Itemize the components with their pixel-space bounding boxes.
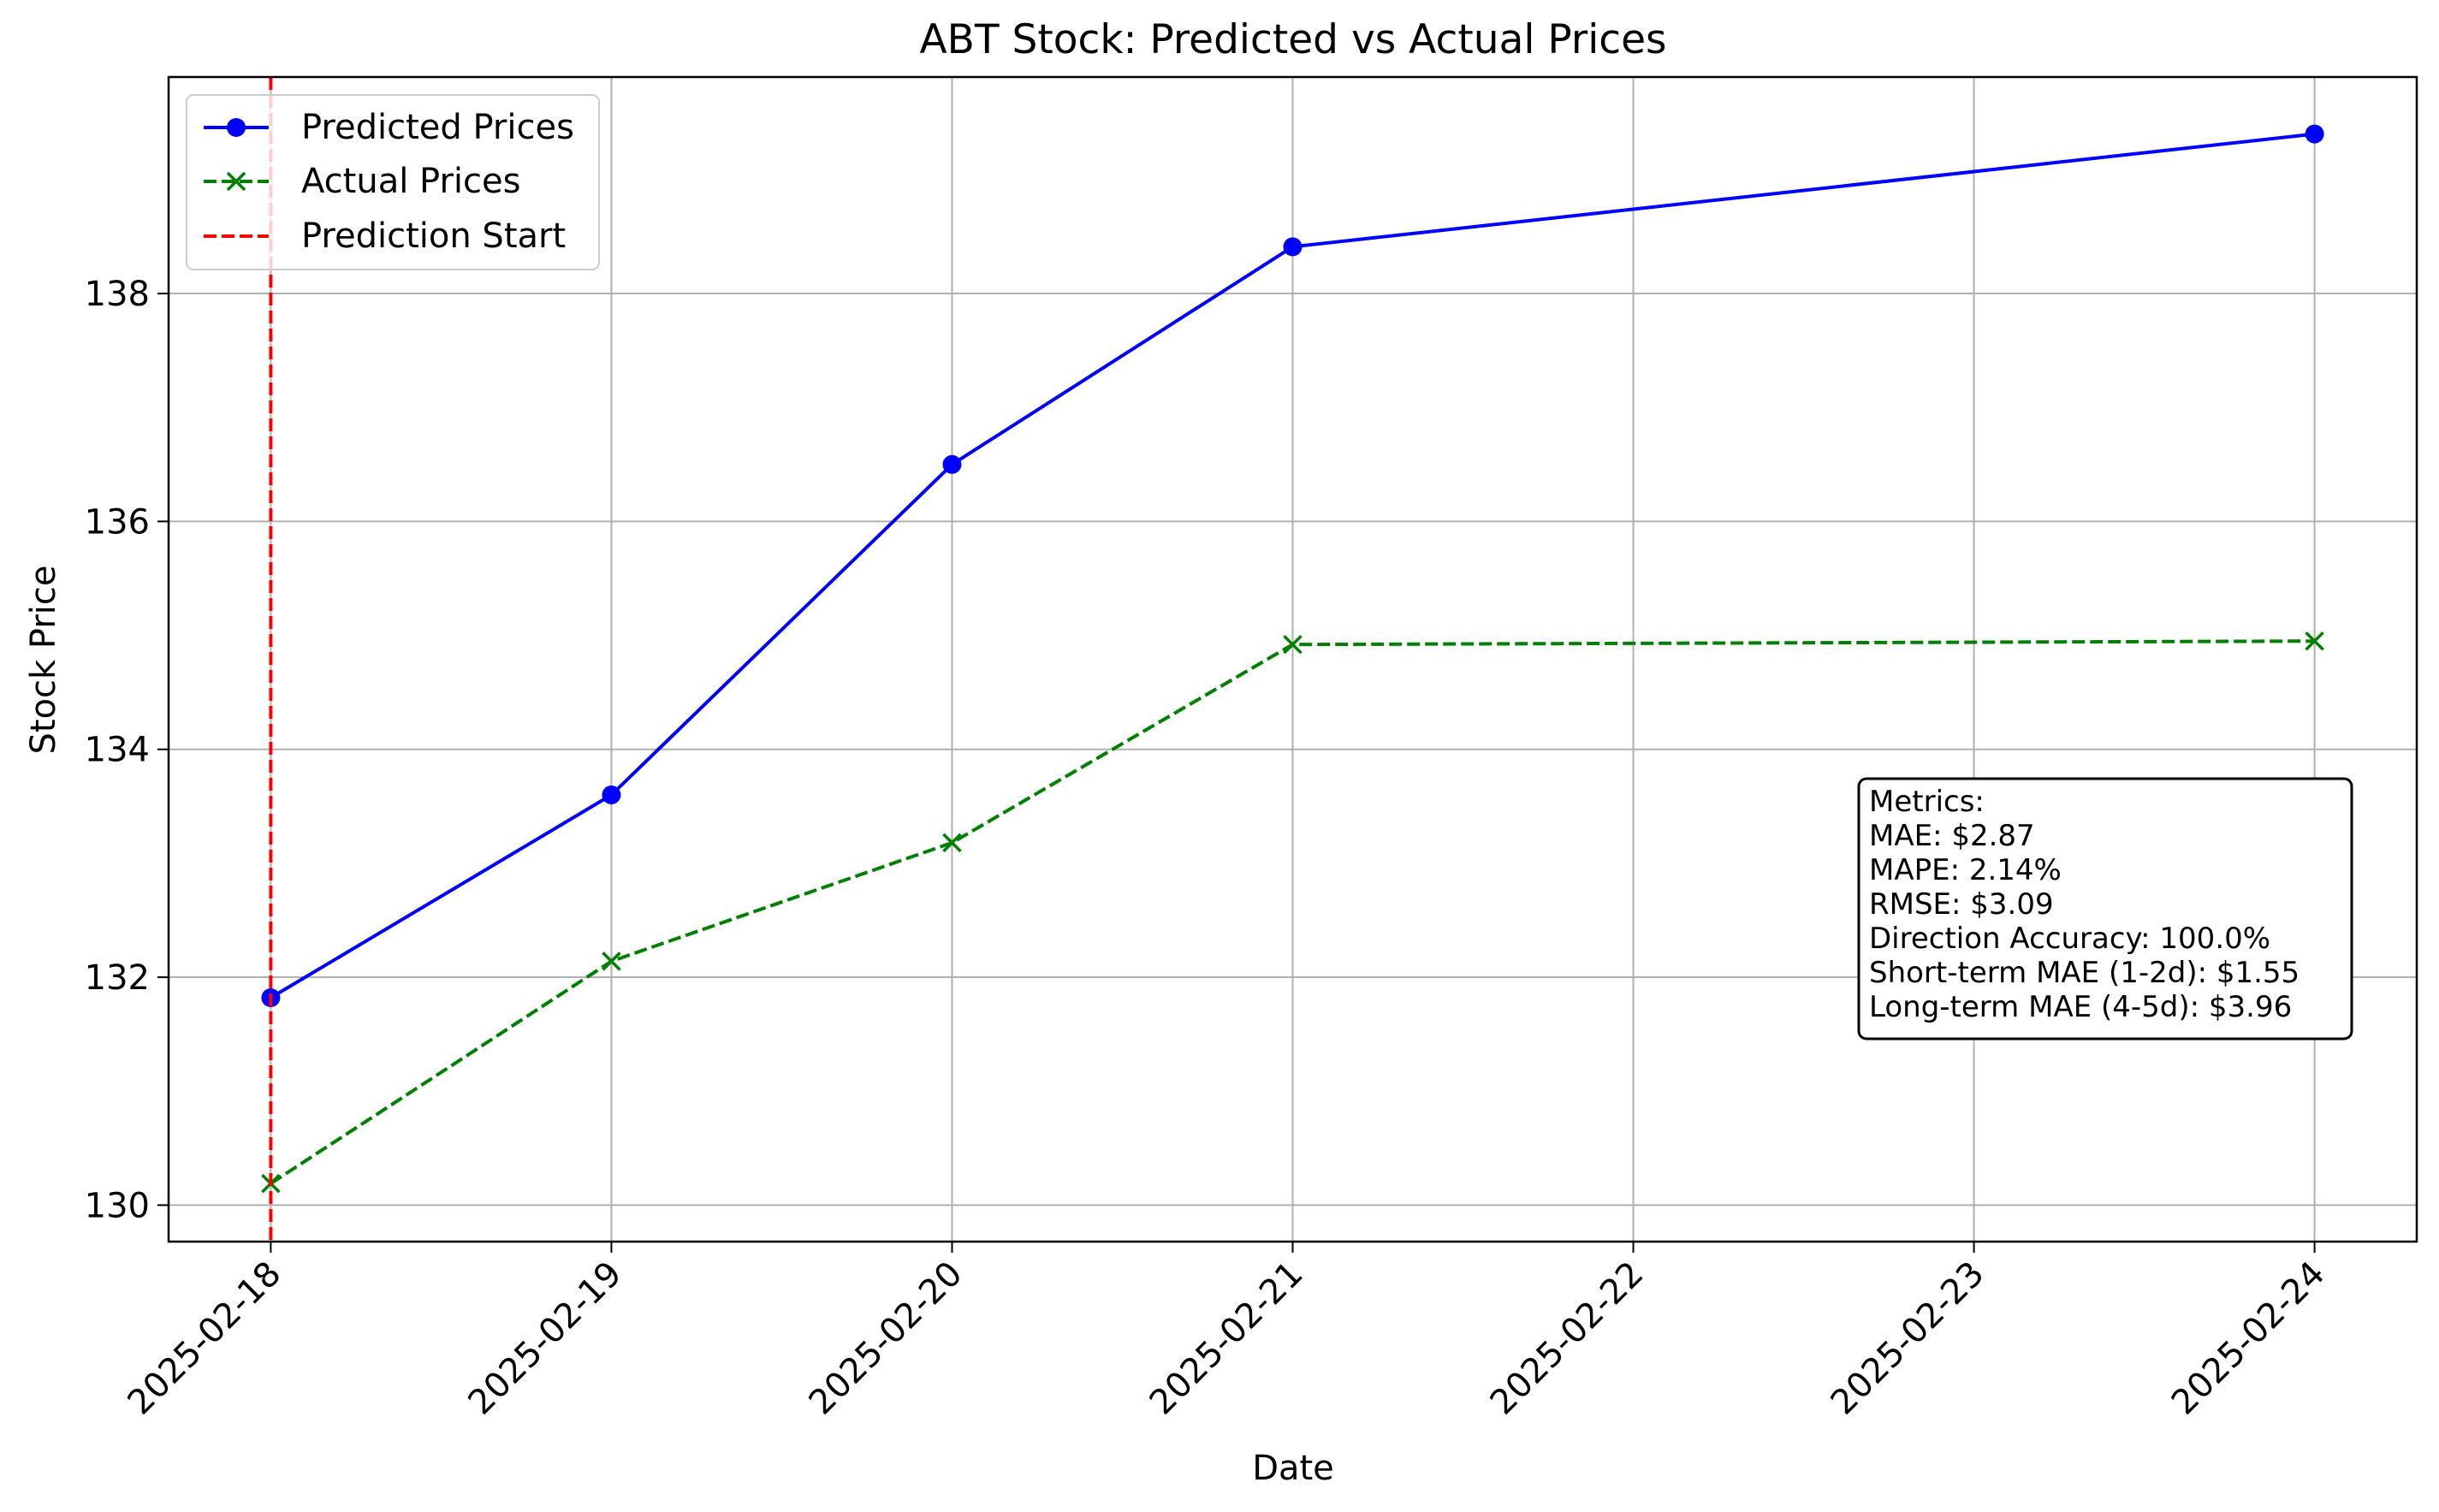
chart-title: ABT Stock: Predicted vs Actual Prices	[919, 16, 1666, 63]
metrics-line: Long-term MAE (4-5d): $3.96	[1869, 990, 2292, 1024]
legend-item-prediction-start: Prediction Start	[204, 216, 566, 256]
metrics-line: MAE: $2.87	[1869, 819, 2035, 853]
legend: Predicted Prices Actual Prices Predictio…	[186, 94, 600, 270]
metrics-line: MAPE: 2.14%	[1869, 853, 2062, 887]
legend-label-predicted: Predicted Prices	[301, 108, 574, 147]
legend-label-actual: Actual Prices	[301, 162, 520, 201]
legend-marker-actual	[226, 171, 246, 192]
data-point-predicted	[1283, 237, 1303, 257]
metrics-line: Short-term MAE (1-2d): $1.55	[1869, 956, 2300, 990]
legend-marker-predicted	[227, 118, 246, 137]
legend-item-predicted: Predicted Prices	[204, 108, 574, 147]
y-tick-label: 130	[85, 1186, 150, 1225]
plot-area	[261, 77, 2324, 1242]
legend-frame	[186, 94, 600, 270]
legend-item-actual: Actual Prices	[204, 162, 520, 201]
data-point-predicted	[2305, 124, 2324, 144]
x-axis-title: Date	[1252, 1449, 1334, 1488]
data-point-actual	[602, 952, 621, 971]
metrics-line: Metrics:	[1869, 785, 1985, 819]
metrics-line: Direction Accuracy: 100.0%	[1869, 922, 2270, 956]
y-tick-label: 132	[85, 958, 150, 998]
y-tick-label: 134	[85, 731, 150, 770]
data-point-predicted	[942, 454, 962, 474]
data-point-actual	[942, 833, 962, 853]
data-point-predicted	[602, 785, 621, 804]
metrics-line: RMSE: $3.09	[1869, 887, 2054, 922]
metrics-box: Metrics: MAE: $2.87 MAPE: 2.14% RMSE: $3…	[1857, 777, 2353, 1041]
metrics-box-frame	[1857, 777, 2353, 1041]
y-axis-title: Stock Price	[24, 566, 63, 755]
y-tick-label: 138	[85, 275, 150, 314]
data-point-actual	[2305, 631, 2324, 651]
legend-label-prediction-start: Prediction Start	[301, 216, 566, 256]
grid	[169, 77, 2417, 1242]
y-tick-label: 136	[85, 502, 150, 542]
data-point-actual	[1283, 634, 1303, 655]
